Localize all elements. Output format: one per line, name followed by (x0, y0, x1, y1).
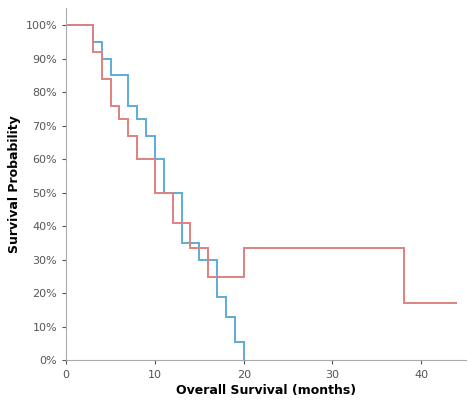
X-axis label: Overall Survival (months): Overall Survival (months) (176, 384, 356, 396)
Y-axis label: Survival Probability: Survival Probability (9, 115, 21, 253)
